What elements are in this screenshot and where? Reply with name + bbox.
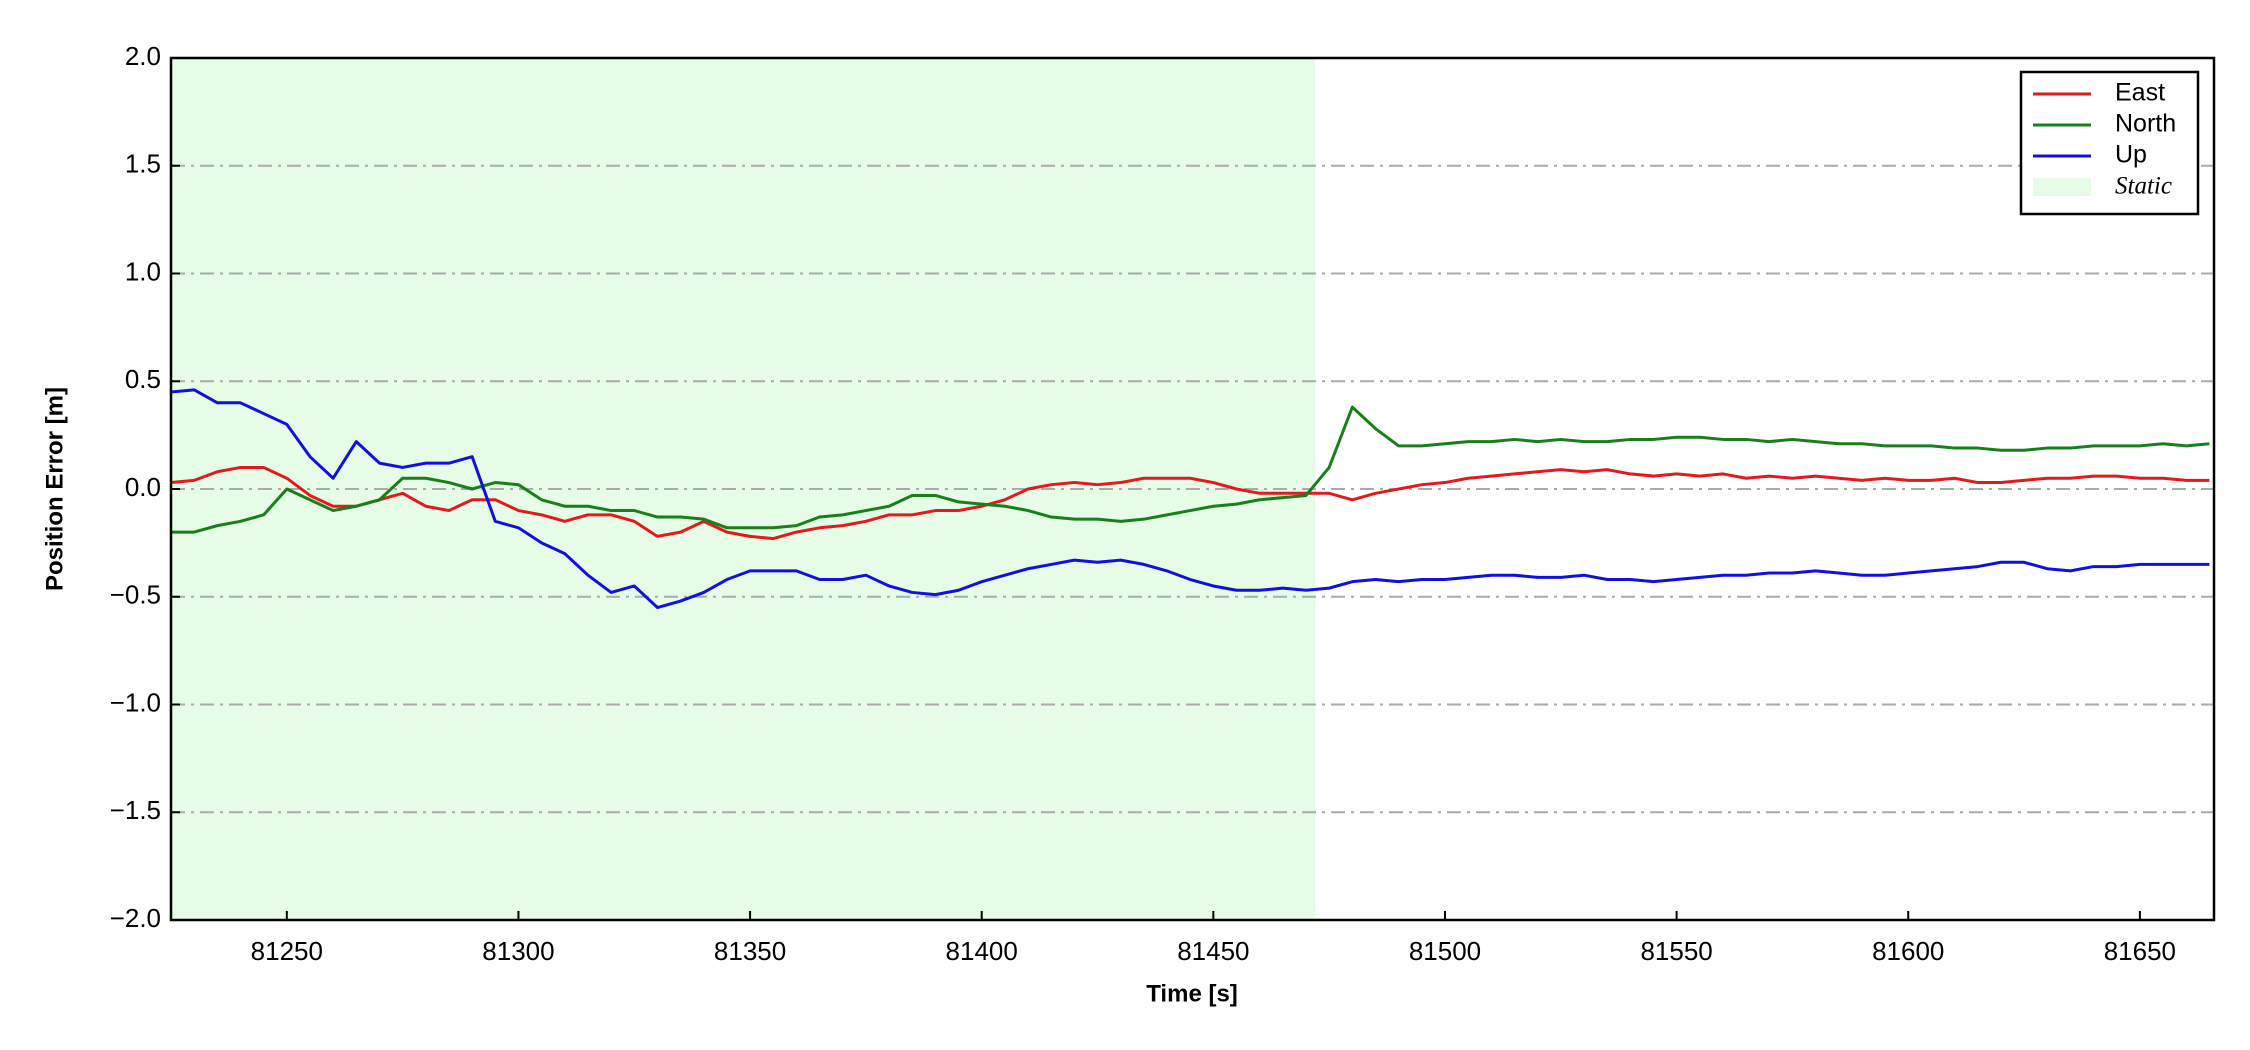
legend-box — [2019, 70, 2200, 216]
x-axis-label: Time [s] — [1146, 980, 1238, 1007]
x-tick-label: 81300 — [482, 936, 554, 966]
y-tick-label: −0.5 — [110, 580, 161, 610]
y-tick-label: −1.0 — [110, 687, 161, 717]
x-tick-label: 81650 — [2104, 936, 2176, 966]
y-tick-label: −2.0 — [110, 903, 161, 933]
x-tick-label: 81400 — [946, 936, 1018, 966]
series-line — [171, 388, 2210, 610]
legend-label: Up — [2115, 141, 2147, 169]
x-tick-label: 81500 — [1409, 936, 1481, 966]
y-tick-label: 0.0 — [125, 472, 161, 502]
plot-frame — [169, 56, 2216, 922]
legend-label: East — [2115, 79, 2165, 107]
series-line — [171, 405, 2210, 534]
y-tick-label: 0.5 — [125, 364, 161, 394]
y-tick-label: 1.5 — [125, 149, 161, 179]
y-axis-label: Position Error [m] — [41, 387, 68, 591]
x-tick-label: 81600 — [1872, 936, 1944, 966]
y-tick-label: −1.5 — [110, 795, 161, 825]
x-tick-label: 81550 — [1640, 936, 1712, 966]
y-tick-label: 2.0 — [125, 41, 161, 71]
legend-swatch — [2033, 178, 2091, 196]
y-tick-label: 1.0 — [125, 256, 161, 286]
x-tick-label: 81450 — [1177, 936, 1249, 966]
x-tick-label: 81250 — [251, 936, 323, 966]
legend-label: North — [2115, 110, 2176, 138]
x-tick-label: 81350 — [714, 936, 786, 966]
legend-label: Static — [2115, 173, 2172, 200]
series-line — [171, 465, 2210, 541]
